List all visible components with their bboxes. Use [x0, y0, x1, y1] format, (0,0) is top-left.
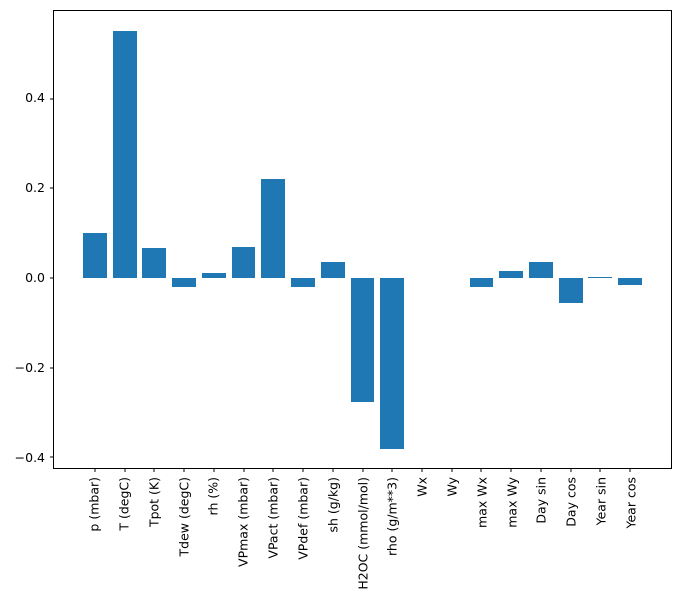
bar [82, 233, 107, 279]
x-axis-tick [272, 468, 274, 472]
x-axis-tick [302, 468, 304, 472]
bar [588, 276, 613, 279]
x-axis-tick [629, 468, 631, 472]
bar [201, 272, 226, 279]
y-axis-tick-label: 0.0 [25, 270, 45, 286]
x-axis-tick [153, 468, 155, 472]
x-axis-tick-label: Wx [414, 477, 430, 497]
x-axis-tick-label: max Wy [504, 477, 520, 528]
bar [380, 278, 405, 449]
x-axis-tick [332, 468, 334, 472]
x-axis-tick-label: p (mbar) [86, 477, 102, 532]
y-axis-tick [50, 98, 54, 100]
x-axis-tick-label: Tpot (K) [146, 477, 162, 528]
y-axis-tick-label: 0.2 [25, 180, 45, 196]
x-axis-tick [183, 468, 185, 472]
x-axis-tick [124, 468, 126, 472]
x-axis-tick [510, 468, 512, 472]
x-axis-tick-label: rho (g/m**3) [384, 477, 400, 556]
y-axis-ticks [50, 11, 671, 468]
x-axis-tick-label: VPmax (mbar) [235, 477, 251, 567]
bars-layer [54, 11, 671, 468]
bar [172, 278, 196, 287]
y-axis-tick-label: −0.4 [14, 450, 45, 466]
bar [469, 278, 494, 288]
y-axis-tick [50, 367, 54, 369]
x-axis-tick [391, 468, 393, 472]
bar [499, 270, 524, 279]
x-axis-tick [243, 468, 245, 472]
x-axis-tick [599, 468, 601, 472]
y-axis-tick-label: 0.4 [25, 90, 45, 106]
x-axis-tick [213, 468, 215, 472]
x-axis-tick-label: T (degC) [116, 477, 132, 531]
x-axis-tick-label: max Wx [474, 477, 490, 528]
x-axis-tick-label: VPdef (mbar) [295, 477, 311, 560]
bar [529, 262, 553, 279]
y-axis-tick [50, 277, 54, 279]
bar [320, 261, 345, 279]
x-axis-tick [451, 468, 453, 472]
x-axis-tick [540, 468, 542, 472]
x-axis-tick-label: Tdew (degC) [176, 477, 191, 557]
x-axis-tick-label: VPact (mbar) [265, 477, 281, 559]
x-axis-tick-label: Day sin [533, 477, 549, 524]
bar [291, 278, 315, 288]
x-axis-tick-label: Wy [444, 477, 460, 497]
x-axis-tick-label: Year sin [593, 477, 609, 526]
x-axis-tick-label: sh (g/kg) [325, 477, 341, 533]
x-axis-tick-label: Year cos [623, 477, 639, 529]
bar [142, 248, 167, 279]
bar [231, 247, 256, 279]
x-axis-tick [421, 468, 423, 472]
bar [350, 278, 375, 402]
plot-area [50, 10, 672, 472]
x-axis-tick [362, 468, 363, 472]
x-axis-tick-label: H2OC (mmol/mol) [355, 477, 370, 590]
x-axis-tick-label: rh (%) [205, 477, 221, 516]
x-axis-ticks [54, 11, 671, 472]
x-axis-tick [94, 468, 96, 472]
y-axis-tick [50, 456, 54, 458]
x-axis-tick-label: Day cos [563, 477, 579, 527]
bar [261, 179, 286, 279]
bar [558, 278, 583, 304]
x-axis-tick [570, 468, 572, 472]
x-axis-tick [480, 468, 482, 472]
bar [112, 30, 137, 279]
y-axis-tick [50, 187, 54, 189]
bar [618, 278, 642, 286]
y-axis-tick-label: −0.2 [14, 360, 45, 376]
